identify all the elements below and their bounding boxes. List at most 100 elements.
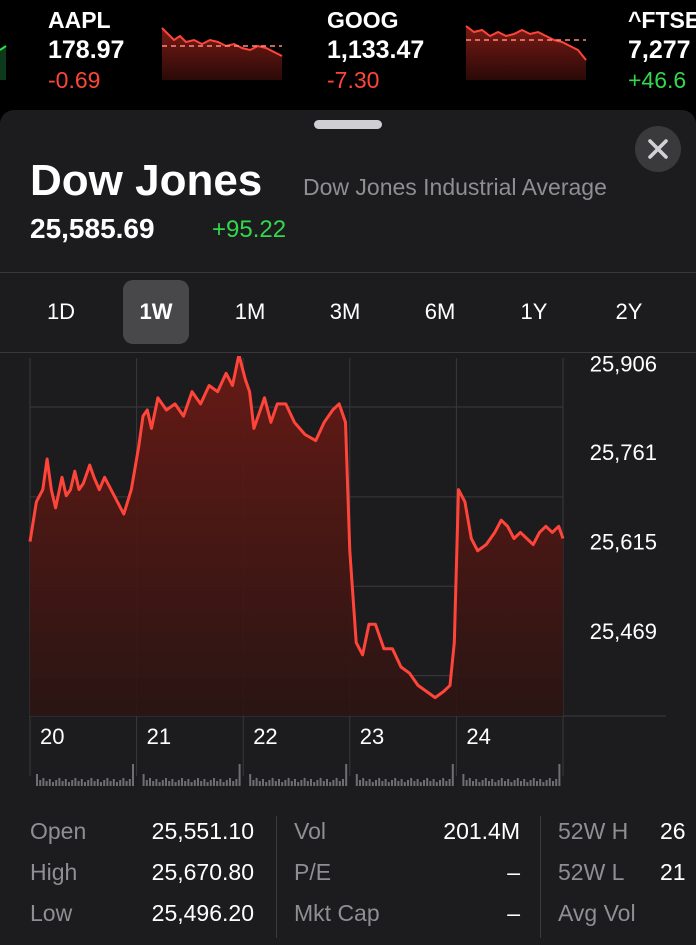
volume-bar: [219, 779, 222, 786]
volume-bar: [365, 781, 368, 786]
stats-separator: [540, 816, 541, 938]
volume-bar: [475, 779, 478, 786]
volume-bar: [128, 779, 131, 786]
volume-bar: [545, 780, 548, 786]
volume-bar: [516, 778, 519, 786]
volume-bar: [532, 778, 535, 786]
volume-bar: [271, 778, 274, 786]
volume-bar: [313, 782, 316, 786]
volume-bar: [206, 782, 209, 786]
volume-bar: [368, 779, 371, 786]
volume-bar: [491, 779, 494, 786]
stat-value-low: 25,496.20: [151, 900, 254, 926]
volume-bar: [500, 778, 503, 786]
stats-panel: Open 25,551.10 High 25,670.80 Low 25,496…: [0, 810, 696, 945]
volume-bar: [407, 780, 409, 786]
volume-bar: [539, 779, 542, 786]
stats-separator: [276, 816, 277, 938]
ticker-aapl[interactable]: AAPL 178.97 -0.69: [48, 6, 124, 94]
stat-value-52wh: 26: [660, 818, 686, 844]
volume-bar: [342, 779, 344, 786]
tab-6m[interactable]: 6M: [424, 299, 456, 324]
ticker-ftse[interactable]: ^FTSE 7,277 +46.6: [628, 6, 696, 94]
volume-bar: [265, 782, 268, 786]
volume-bar: [142, 774, 145, 786]
volume-bar: [77, 781, 80, 786]
volume-bar: [74, 778, 77, 786]
volume-bar: [322, 781, 325, 786]
volume-bar: [552, 781, 554, 786]
volume-bar: [161, 780, 164, 786]
volume-bar: [174, 782, 177, 786]
volume-bar: [165, 778, 167, 786]
volume-bar: [338, 781, 341, 786]
ticker-change: +46.6: [628, 67, 687, 93]
x-tick-label: 22: [253, 724, 277, 749]
stat-value-open: 25,551.10: [151, 818, 254, 844]
volume-bar: [262, 779, 264, 786]
header-divider: [0, 272, 696, 273]
price-chart[interactable]: 25,906 25,761 25,615 25,469 20 21 22 23 24: [0, 356, 696, 796]
tab-1d[interactable]: 1D: [46, 299, 76, 324]
volume-bar: [510, 782, 513, 786]
stat-label-pe: P/E: [294, 859, 332, 885]
index-price: 25,585.69: [30, 213, 155, 244]
volume-bar: [381, 781, 384, 786]
volume-bar: [410, 778, 413, 786]
stat-value-vol: 201.4M: [443, 818, 520, 844]
volume-bar: [520, 781, 522, 786]
x-axis-labels: 20 21 22 23 24: [40, 724, 491, 749]
close-button[interactable]: [635, 126, 681, 172]
index-change: +95.22: [212, 216, 287, 243]
volume-bar: [48, 779, 51, 786]
ticker-symbol: ^FTSE: [628, 7, 696, 33]
volume-bar: [209, 780, 212, 786]
volume-bar: [310, 779, 312, 786]
tab-1w[interactable]: 1W: [123, 280, 189, 344]
volume-bar: [109, 781, 112, 786]
tab-1y[interactable]: 1Y: [520, 299, 548, 324]
volume-bar: [193, 780, 196, 786]
volume-bar: [106, 778, 109, 786]
tab-1m[interactable]: 1M: [234, 299, 266, 324]
y-tick-label: 25,761: [590, 440, 657, 465]
volume-bar: [478, 782, 481, 786]
ticker-goog[interactable]: GOOG 1,133.47 -7.30: [327, 6, 424, 94]
index-full-name: Dow Jones Industrial Average: [303, 174, 607, 200]
volume-bar: [300, 780, 303, 786]
goog-sparkline: [465, 25, 587, 80]
stat-label-52wh: 52W H: [558, 818, 629, 844]
volume-bar: [394, 778, 397, 786]
volume-bar: [397, 781, 400, 786]
volume-bar: [416, 779, 419, 786]
volume-bar: [391, 780, 393, 786]
volume-bar: [229, 778, 231, 786]
index-title: Dow Jones: [30, 156, 263, 205]
tab-2y[interactable]: 2Y: [615, 299, 643, 324]
volume-bar: [187, 779, 190, 786]
volume-bar: [184, 781, 187, 786]
volume-bar: [96, 779, 99, 786]
volume-bar: [203, 779, 206, 786]
volume-bar: [80, 779, 83, 786]
tab-3m[interactable]: 3M: [329, 299, 361, 324]
close-icon: [648, 139, 668, 159]
volume-bar: [168, 781, 171, 786]
stat-value-high: 25,670.80: [151, 859, 254, 885]
volume-bar: [216, 781, 219, 786]
volume-bar: [171, 779, 174, 786]
ticker-symbol: AAPL: [48, 7, 111, 33]
sheet-grabber[interactable]: [314, 120, 382, 129]
ticker-symbol: GOOG: [327, 7, 399, 33]
volume-bar: [387, 782, 390, 786]
volume-bar: [274, 781, 277, 786]
x-tick-label: 20: [40, 724, 64, 749]
volume-bar: [155, 779, 158, 786]
volume-bar: [290, 781, 293, 786]
volume-bar: [119, 780, 122, 786]
ticker-change: -0.69: [48, 67, 101, 93]
volume-bar: [235, 779, 238, 786]
volume-bar: [232, 781, 235, 786]
volume-bar: [465, 780, 468, 786]
volume-bar: [71, 780, 74, 786]
